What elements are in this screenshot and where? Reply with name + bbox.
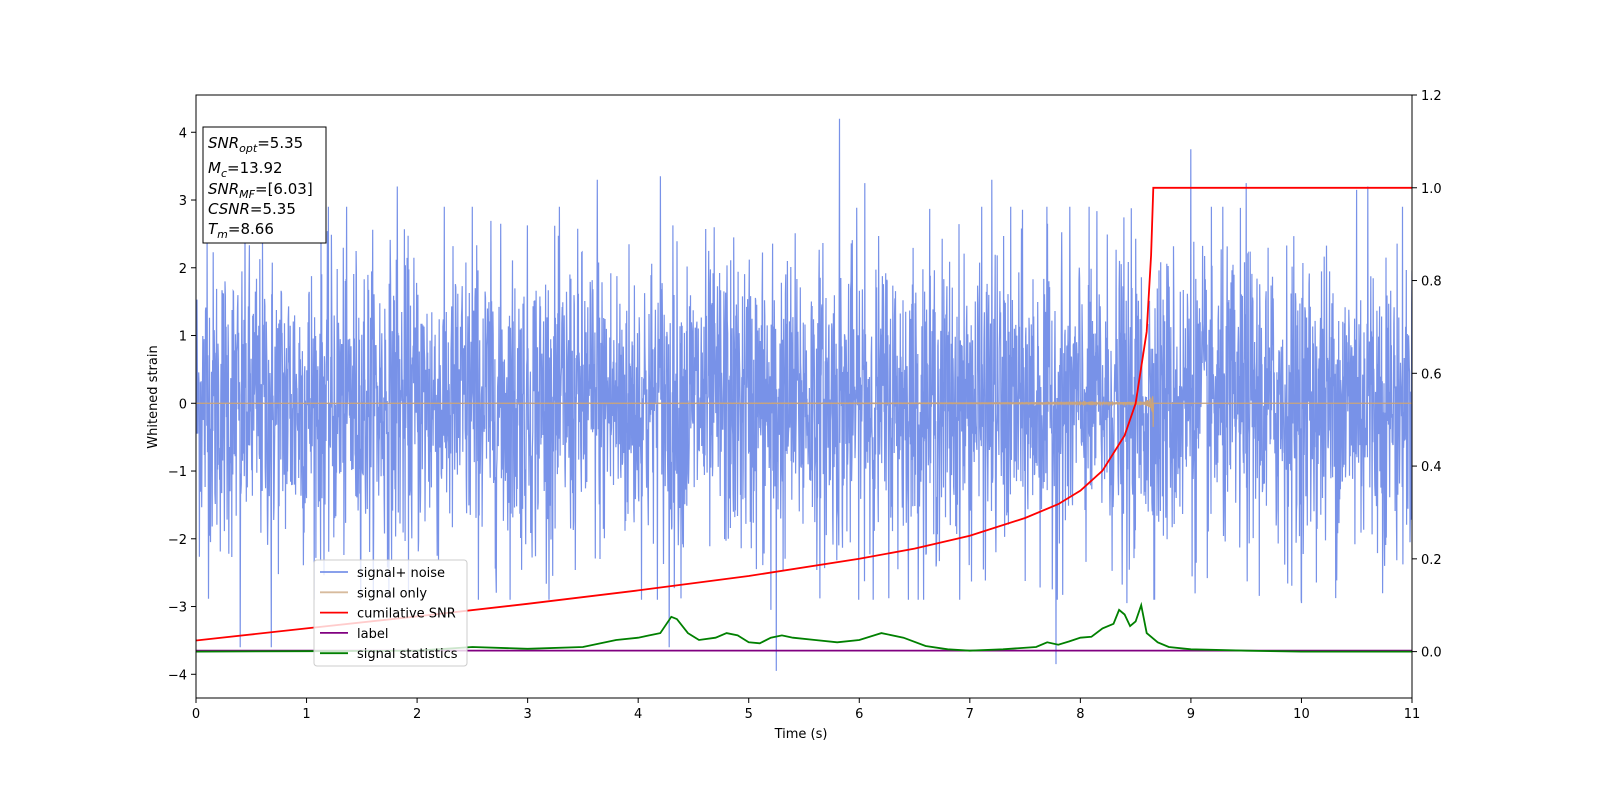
y-left-tick-label: 0	[179, 397, 187, 412]
series-signal-only	[196, 396, 1412, 427]
y-left-tick-label: 3	[179, 194, 187, 209]
axes-frame	[195, 94, 1413, 699]
y-left-tick-label: 1	[179, 330, 187, 345]
y-axis-label: Whitened strain	[146, 345, 161, 448]
x-tick-label: 3	[523, 707, 531, 722]
x-tick-label: 6	[855, 707, 863, 722]
y-left-tick-label: −4	[168, 668, 187, 683]
y-right-tick-label: 0.4	[1421, 460, 1442, 475]
series-signal-statistics	[196, 601, 1412, 653]
legend-entry: cumilative SNR	[357, 607, 456, 622]
axis-ticks: 0 1 2 3 4 5 6 7 8 9 10 11 −4 −3 −2 −1 0 1 2 3 4 0.0 0.2 0.4 0.6 0…	[168, 89, 1442, 722]
legend-entry: signal statistics	[357, 647, 458, 662]
annotation-line: SNRopt=5.35	[208, 134, 303, 155]
y-left-tick-label: 4	[179, 126, 187, 141]
annotation-line: Tm=8.66	[208, 220, 274, 241]
legend-entry: signal+ noise	[357, 566, 445, 581]
legend-frame	[313, 559, 468, 667]
y-right-tick-label: 0.2	[1421, 553, 1442, 568]
series-cumulative-snr	[196, 186, 1412, 642]
annotation-box	[202, 126, 327, 244]
y-left-tick-label: 2	[179, 262, 187, 277]
annotation-line: Mc=13.92	[208, 159, 283, 180]
x-tick-label: 7	[966, 707, 974, 722]
y-right-tick-label: 0.8	[1421, 275, 1442, 290]
x-tick-label: 4	[634, 707, 642, 722]
y-right-tick-label: 1.2	[1421, 89, 1442, 104]
y-left-tick-label: −2	[168, 533, 187, 548]
x-tick-label: 2	[413, 707, 421, 722]
annotation-line: SNRMF=[6.03]	[208, 180, 313, 201]
legend-entry: signal only	[357, 586, 427, 601]
y-right-tick-label: 0.6	[1421, 367, 1442, 382]
x-tick-label: 5	[745, 707, 753, 722]
x-tick-label: 9	[1187, 707, 1195, 722]
x-tick-label: 11	[1404, 707, 1421, 722]
legend: signal+ noise signal only cumilative SNR la…	[313, 559, 468, 667]
y-left-tick-label: −3	[168, 601, 187, 616]
y-left-tick-label: −1	[168, 465, 187, 480]
legend-entry: label	[357, 627, 388, 642]
x-axis-label: Time (s)	[774, 727, 828, 742]
y-right-tick-label: 0.0	[1421, 646, 1442, 661]
annotation-line: CSNR=5.35	[208, 200, 296, 218]
y-right-tick-label: 1.0	[1421, 182, 1442, 197]
x-tick-label: 0	[192, 707, 200, 722]
x-tick-label: 8	[1076, 707, 1084, 722]
metrics-annotation: SNRopt=5.35 Mc=13.92SNRMF=[6.03]CSNR=5.35…	[202, 126, 327, 244]
x-tick-label: 1	[302, 707, 310, 722]
series-signal-plus-noise	[196, 118, 1412, 671]
x-tick-label: 10	[1293, 707, 1310, 722]
